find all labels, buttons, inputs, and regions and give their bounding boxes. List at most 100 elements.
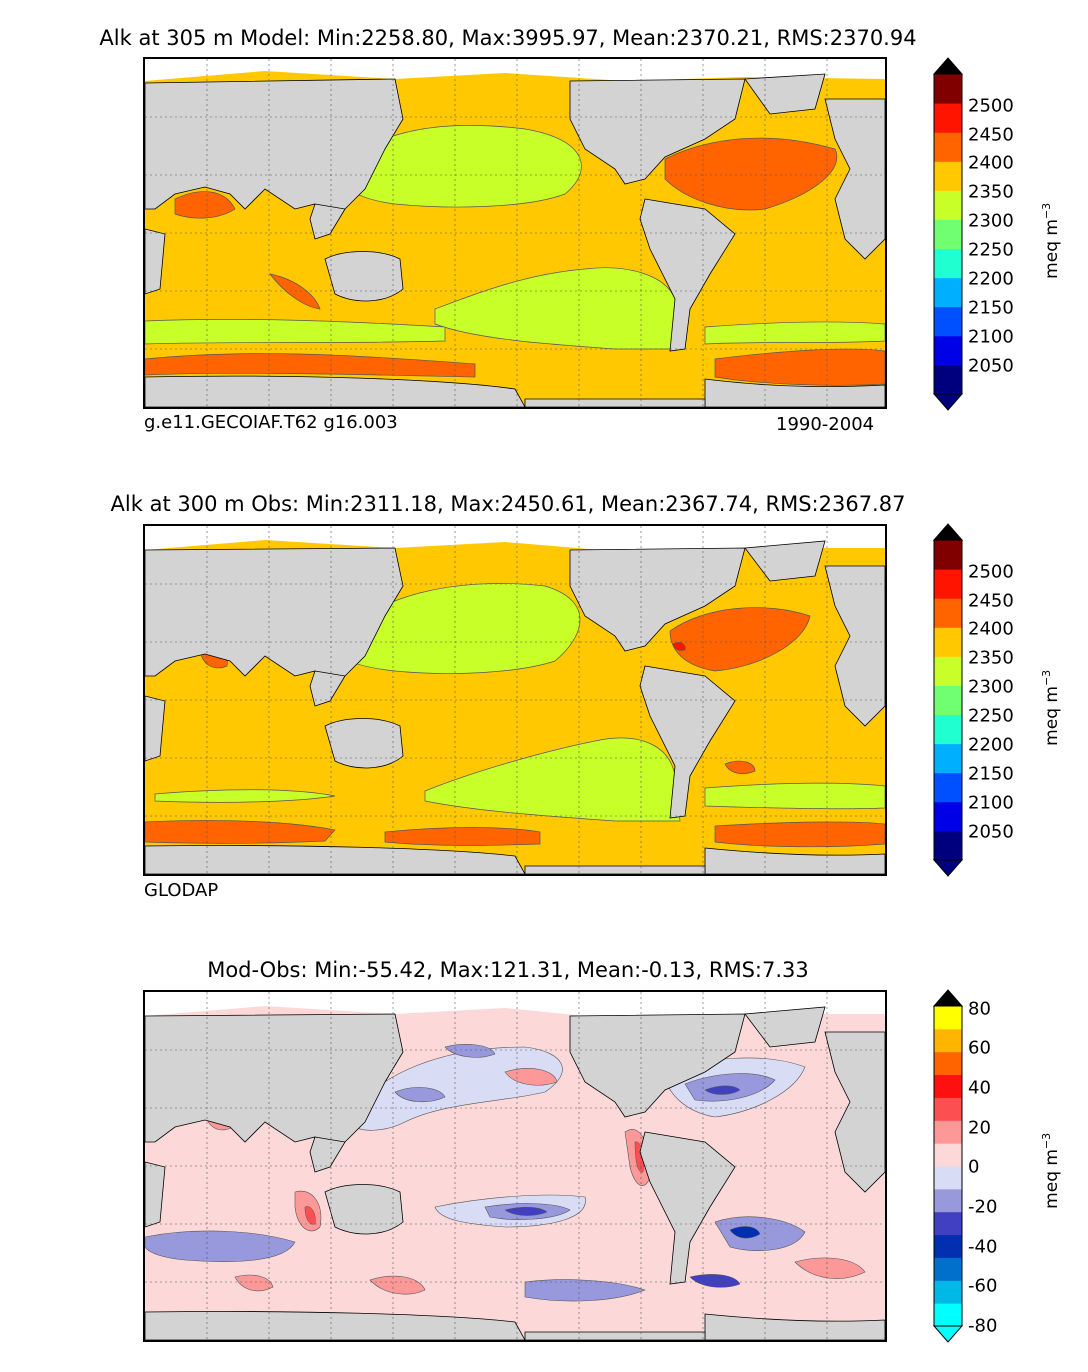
south-atlantic-high — [724, 760, 756, 774]
north-pacific-low — [337, 583, 581, 674]
land-masses — [145, 540, 885, 874]
colorbar-extend-max — [932, 57, 964, 75]
north-america — [569, 78, 746, 185]
graticule — [145, 59, 885, 407]
south-ocean-pos1 — [234, 1274, 274, 1292]
antarctica-east — [704, 1313, 885, 1340]
colorbar-segment — [934, 1006, 962, 1030]
panel3-tick: 0 — [968, 1156, 980, 1178]
southern-high-band — [145, 820, 336, 844]
arctic-ice — [145, 59, 885, 81]
colorbar-segment — [934, 801, 962, 832]
antarctica — [145, 845, 526, 874]
panel1-caption-left: g.e11.GECOIAF.T62 g16.003 — [144, 412, 398, 433]
colorbar-frame — [933, 539, 963, 861]
panel1-tick: 2050 — [968, 355, 1014, 377]
panel2-tick: 2150 — [968, 763, 1014, 785]
colorbar-segment — [934, 656, 962, 686]
colorbar-segment — [934, 1051, 962, 1076]
colorbar-segment — [934, 74, 962, 104]
colorbar-extend-max — [932, 523, 964, 541]
eurasia — [145, 547, 404, 687]
panel2-caption-left: GLODAP — [144, 880, 219, 901]
colorbar-extend-min — [932, 393, 964, 411]
south-pacific-low — [424, 737, 681, 822]
australia — [324, 251, 404, 302]
panel2-colorbar — [932, 523, 964, 877]
europe-africa — [824, 1031, 885, 1193]
panel2-title: Alk at 300 m Obs: Min:2311.18, Max:2450.… — [110, 492, 906, 516]
panel2-tick: 2450 — [968, 590, 1014, 612]
southern-low-band — [145, 319, 446, 345]
panel3-tick: 20 — [968, 1117, 991, 1139]
north-pacific-low — [338, 125, 582, 208]
colorbar-extend-min — [932, 859, 964, 877]
colorbar-segment — [934, 1257, 962, 1281]
antarctica — [145, 1311, 526, 1340]
antarctica-mid — [524, 398, 706, 407]
eurasia — [145, 1013, 404, 1153]
panel3-map — [143, 990, 887, 1342]
australia — [324, 718, 404, 769]
east-asia-coast — [309, 1136, 346, 1173]
colorbar-segment — [934, 598, 962, 628]
antarctica-east — [704, 847, 885, 874]
colorbar-segment — [934, 190, 962, 220]
panel3-tick: -80 — [968, 1315, 998, 1337]
colorbar-segment — [934, 1028, 962, 1053]
panel2-tick: 2300 — [968, 676, 1014, 698]
panel2-tick: 2350 — [968, 647, 1014, 669]
north-pacific-neg — [344, 1046, 563, 1131]
colorbar-extend-max — [932, 989, 964, 1007]
np-neg-core2 — [444, 1044, 496, 1058]
graticule — [145, 526, 885, 874]
colorbar-segment — [934, 627, 962, 657]
southern-high-band-east — [714, 821, 885, 848]
panel1-colorbar-unit: meq m−3 — [1040, 202, 1062, 279]
colorbar-segment — [934, 306, 962, 337]
panel3-tick: -20 — [968, 1196, 998, 1218]
colorbar-segment — [934, 1097, 962, 1121]
colorbar-segment — [934, 335, 962, 366]
drake-neg — [689, 1274, 741, 1288]
sp-neg-deep — [504, 1207, 548, 1216]
colorbar-segment — [934, 277, 962, 308]
colorbar-segment — [934, 364, 962, 395]
colorbar-segment — [934, 219, 962, 250]
panel3-colorbar — [932, 989, 964, 1343]
colorbar-segment — [934, 1120, 962, 1144]
na-neg-deep — [704, 1085, 741, 1095]
south-ocean-pos3 — [794, 1257, 866, 1279]
colorbar-segment — [934, 685, 962, 716]
north-america — [569, 547, 746, 652]
southern-high-band-east — [714, 348, 885, 386]
panel1-tick: 2200 — [968, 268, 1014, 290]
europe-africa — [824, 565, 885, 727]
north-atlantic-high — [664, 137, 838, 211]
colorbar-segment — [934, 1074, 962, 1098]
north-atlantic-high — [669, 607, 811, 672]
panel1-tick: 2400 — [968, 152, 1014, 174]
colorbar-extend-min — [932, 1325, 964, 1343]
europe-africa — [824, 98, 885, 260]
panel1-title: Alk at 305 m Model: Min:2258.80, Max:399… — [99, 26, 917, 50]
panel2-tick: 2200 — [968, 734, 1014, 756]
panel3-tick: 60 — [968, 1037, 991, 1059]
panel1-caption-right: 1990-2004 — [776, 414, 875, 435]
antarctica-mid — [524, 865, 706, 874]
colorbar-frame — [933, 73, 963, 395]
panel2-tick: 2250 — [968, 705, 1014, 727]
panel3-title: Mod-Obs: Min:-55.42, Max:121.31, Mean:-0… — [207, 958, 809, 982]
panel2-tick: 2050 — [968, 821, 1014, 843]
antarctica-mid — [524, 1331, 706, 1340]
colorbar-segment — [934, 1166, 962, 1190]
east-asia-coast — [309, 670, 346, 707]
arctic-ice — [145, 526, 885, 552]
arabian-sea-high — [174, 191, 236, 219]
east-asia-coast — [309, 203, 346, 240]
panel3-tick: -60 — [968, 1275, 998, 1297]
south-ocean-pos2 — [369, 1275, 426, 1295]
panel2-tick: 2500 — [968, 561, 1014, 583]
africa-east — [145, 695, 166, 762]
panel2-tick: 2100 — [968, 792, 1014, 814]
